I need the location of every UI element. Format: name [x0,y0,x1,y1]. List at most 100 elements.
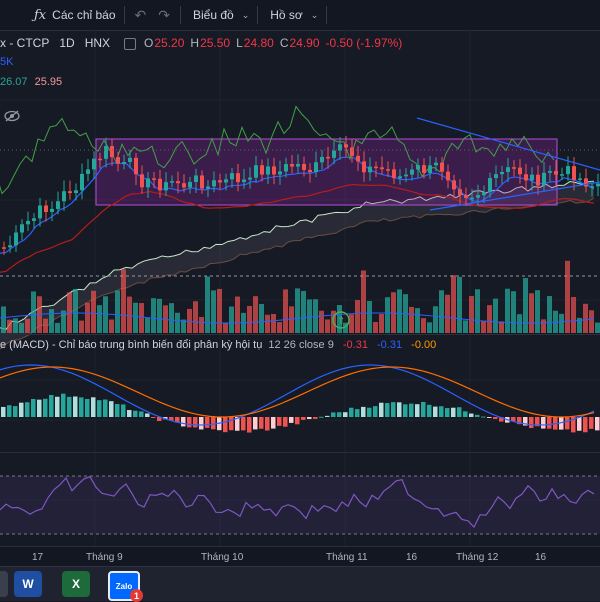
time-axis-label: 16 [406,552,418,563]
macd-histogram-bar [79,397,84,417]
macd-histogram-bar [355,409,360,417]
candle-body [146,178,150,188]
indicators-button[interactable]: ƒx Các chỉ báo [0,0,124,30]
candle-body [374,166,378,169]
volume-bar [91,290,96,333]
profile-dropdown[interactable]: Hồ sơ ⌄ [258,0,326,30]
macd-histogram-bar [529,417,534,429]
volume-bar [427,322,432,333]
volume-bar [199,316,204,333]
candle-body [512,167,516,169]
pane-divider[interactable] [0,452,600,453]
price-chart[interactable]: ⇑ [0,0,600,546]
chart-type-label: Biểu đồ [193,8,234,22]
macd-histogram-bar [409,403,414,417]
volume-bar [523,278,528,333]
macd-histogram-bar [121,404,126,417]
time-axis-label: Tháng 12 [456,552,499,563]
macd-histogram-bar [139,411,144,417]
volume-bar [1,306,6,333]
macd-histogram-bar [295,417,300,425]
volume-bar [349,314,354,333]
volume-bar [529,293,534,333]
candle-body [74,190,78,194]
profile-label: Hồ sơ [270,8,303,22]
macd-histogram-bar [235,417,240,431]
indicator-legend: 26.07 25.95 [0,76,62,88]
macd-histogram-bar [247,417,252,433]
interval-label[interactable]: 1D [59,36,75,50]
macd-histogram-bar [127,410,132,417]
candle-body [332,150,336,158]
candle-body [584,178,588,187]
candle-body [122,161,126,164]
volume-bar [505,288,510,333]
volume-bar [133,302,138,333]
candle-body [26,220,30,225]
volume-bar [319,310,324,333]
candle-body [302,164,306,170]
signal-marker-glyph: ⇑ [337,316,345,327]
volume-bar [229,306,234,333]
macd-histogram-bar [145,413,150,417]
candle-body [164,182,168,191]
taskbar-app-partial[interactable] [0,571,8,597]
hide-eye-icon[interactable] [4,110,20,122]
zalo-icon[interactable]: Zalo 1 [108,571,143,602]
candle-body [548,171,552,173]
candle-body [218,180,222,183]
macd-histogram-bar [277,417,282,426]
kijun-line [0,183,595,273]
indicators-label: Các chỉ báo [52,8,116,22]
macd-signal-line [0,366,595,418]
macd-params: 12 26 close 9 [268,339,334,351]
macd-title[interactable]: e (MACD) - Chỉ báo trung bình biến đổi p… [0,339,263,351]
candle-body [590,186,594,188]
candle-body [398,176,402,179]
candle-body [314,162,318,173]
volume-bar [145,318,150,333]
pane-divider[interactable] [0,334,600,335]
zalo-label: Zalo [115,581,133,591]
time-axis[interactable]: 17 Tháng 9 Tháng 10 Tháng 11 16 Tháng 12… [0,546,600,567]
undo-icon[interactable]: ↶ [134,6,147,23]
volume-bar [259,303,264,333]
candle-body [392,169,396,179]
macd-histogram-bar [469,413,474,417]
macd-histogram-bar [433,406,438,417]
volume-bar [475,289,480,333]
macd-histogram-bar [499,417,504,422]
toolbar-divider [257,6,259,24]
candle-body [518,167,522,175]
macd-histogram-bar [331,412,336,417]
symbol-name[interactable]: x - CTCP [0,36,50,50]
candle-body [44,205,48,212]
candle-body [32,218,36,221]
excel-icon[interactable]: X [62,571,90,597]
volume-bar [595,322,600,333]
candle-body [104,146,108,159]
volume-bar [577,317,582,333]
candle-body [560,174,564,176]
macd-histogram-value: -0.31 [342,339,368,351]
candle-body [530,174,534,181]
volume-bar [7,319,12,333]
macd-histogram-bar [559,417,564,430]
visibility-icon[interactable] [124,38,137,50]
macd-histogram-bar [589,417,594,429]
candle-body [320,156,324,163]
volume-bar [247,305,252,333]
candle-body [488,178,492,193]
volume-bar [307,299,312,333]
candle-body [428,165,432,173]
volume-bar [367,301,372,333]
volume-bar [283,289,288,333]
top-toolbar: ƒx Các chỉ báo ↶ ↷ Biểu đồ ⌄ Hồ sơ ⌄ [0,0,600,31]
chart-type-dropdown[interactable]: Biểu đồ ⌄ [181,0,257,30]
word-icon[interactable]: W [14,571,42,597]
volume-bar [469,296,474,333]
macd-legend: e (MACD) - Chỉ báo trung bình biến đổi p… [0,339,436,351]
macd-histogram-bar [55,396,60,417]
redo-icon[interactable]: ↷ [158,6,170,23]
macd-histogram-bar [343,412,348,417]
